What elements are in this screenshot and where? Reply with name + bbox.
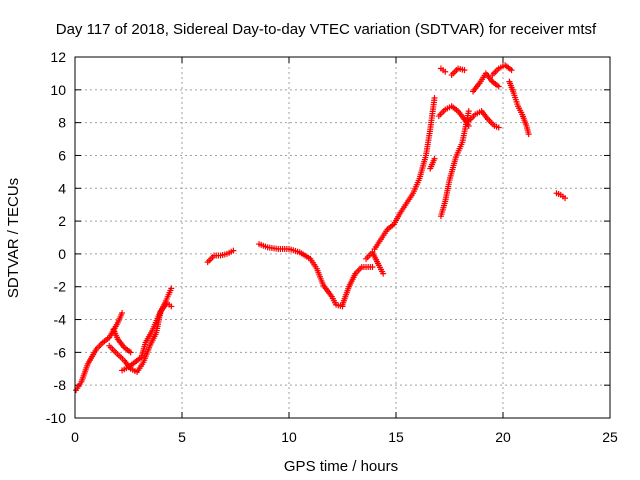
series-arc18 [506,78,532,138]
data-point [495,83,502,90]
x-tick-label: 0 [71,429,79,445]
x-tick-label: 20 [495,429,511,445]
series-arc5 [204,247,237,266]
grid [75,57,610,418]
data-point [168,303,175,310]
y-tick-label: 0 [58,246,66,262]
data-point [431,155,438,162]
x-tick-label: 5 [178,429,186,445]
series-arc7 [339,264,376,308]
series-arc13 [435,103,472,129]
data-point [562,195,569,202]
x-axis-label: GPS time / hours [284,458,398,475]
axis-ticks: 0 5 10 15 20 25 -10 -8 -6 -4 -2 0 2 4 6 8 10 12 [46,49,618,445]
series-arc11 [437,65,449,75]
series-arc6 [256,241,346,310]
series-arc10 [427,155,438,172]
y-tick-label: 2 [58,213,66,229]
data-point [508,67,515,74]
y-tick-label: -8 [54,377,67,393]
y-tick-label: -10 [46,410,66,426]
data-point [461,67,468,74]
y-tick-label: -2 [54,279,67,295]
series-arc17 [489,62,515,79]
data-point [230,247,237,254]
plot-frame [74,56,611,419]
series-arc15 [465,108,502,131]
data-point [168,285,175,292]
y-tick-label: -6 [54,344,67,360]
data-point [525,131,532,138]
y-tick-label: -4 [54,312,67,328]
y-tick-label: 6 [58,147,66,163]
data-points [73,62,569,394]
x-tick-label: 10 [281,429,297,445]
data-point [380,270,387,277]
y-tick-label: 10 [50,82,66,98]
series-arc19 [553,190,569,202]
series-arc4 [110,326,134,356]
x-tick-label: 25 [602,429,618,445]
y-tick-label: 12 [50,49,66,65]
data-point [465,108,472,115]
y-tick-label: 8 [58,115,66,131]
data-point [431,95,438,102]
series-arc16 [470,70,502,95]
data-point [495,124,502,131]
series-arc9 [371,95,438,252]
series-arc1 [73,309,126,394]
y-tick-label: 4 [58,180,66,196]
chart-title: Day 117 of 2018, Sidereal Day-to-day VTE… [56,21,597,38]
data-point [369,264,376,271]
x-tick-label: 15 [388,429,404,445]
series-arc14 [448,65,468,79]
y-axis-label: SDTVAR / TECUs [5,178,22,298]
data-point [127,349,134,356]
series-arc8 [363,249,387,277]
data-point [442,68,449,75]
series-arc3 [119,285,175,374]
data-point [119,309,126,316]
